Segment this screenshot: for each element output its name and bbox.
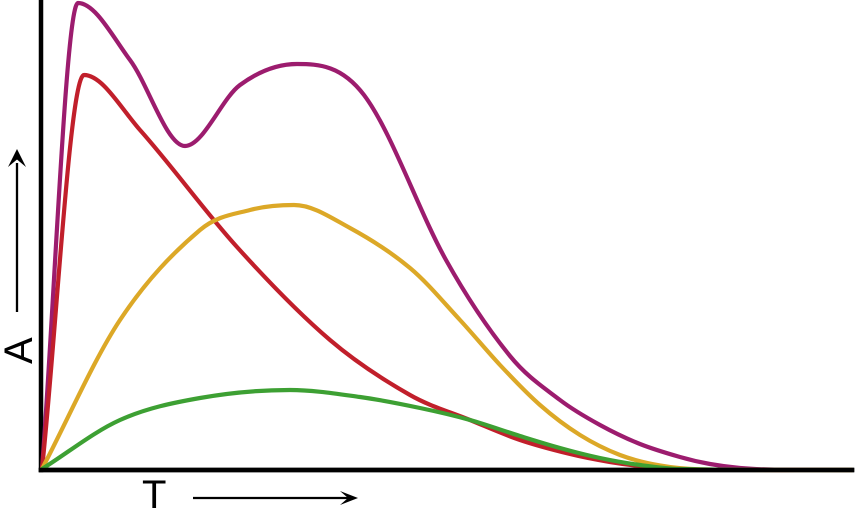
svg-text:A: A [0,337,41,364]
svg-text:T: T [142,473,166,512]
